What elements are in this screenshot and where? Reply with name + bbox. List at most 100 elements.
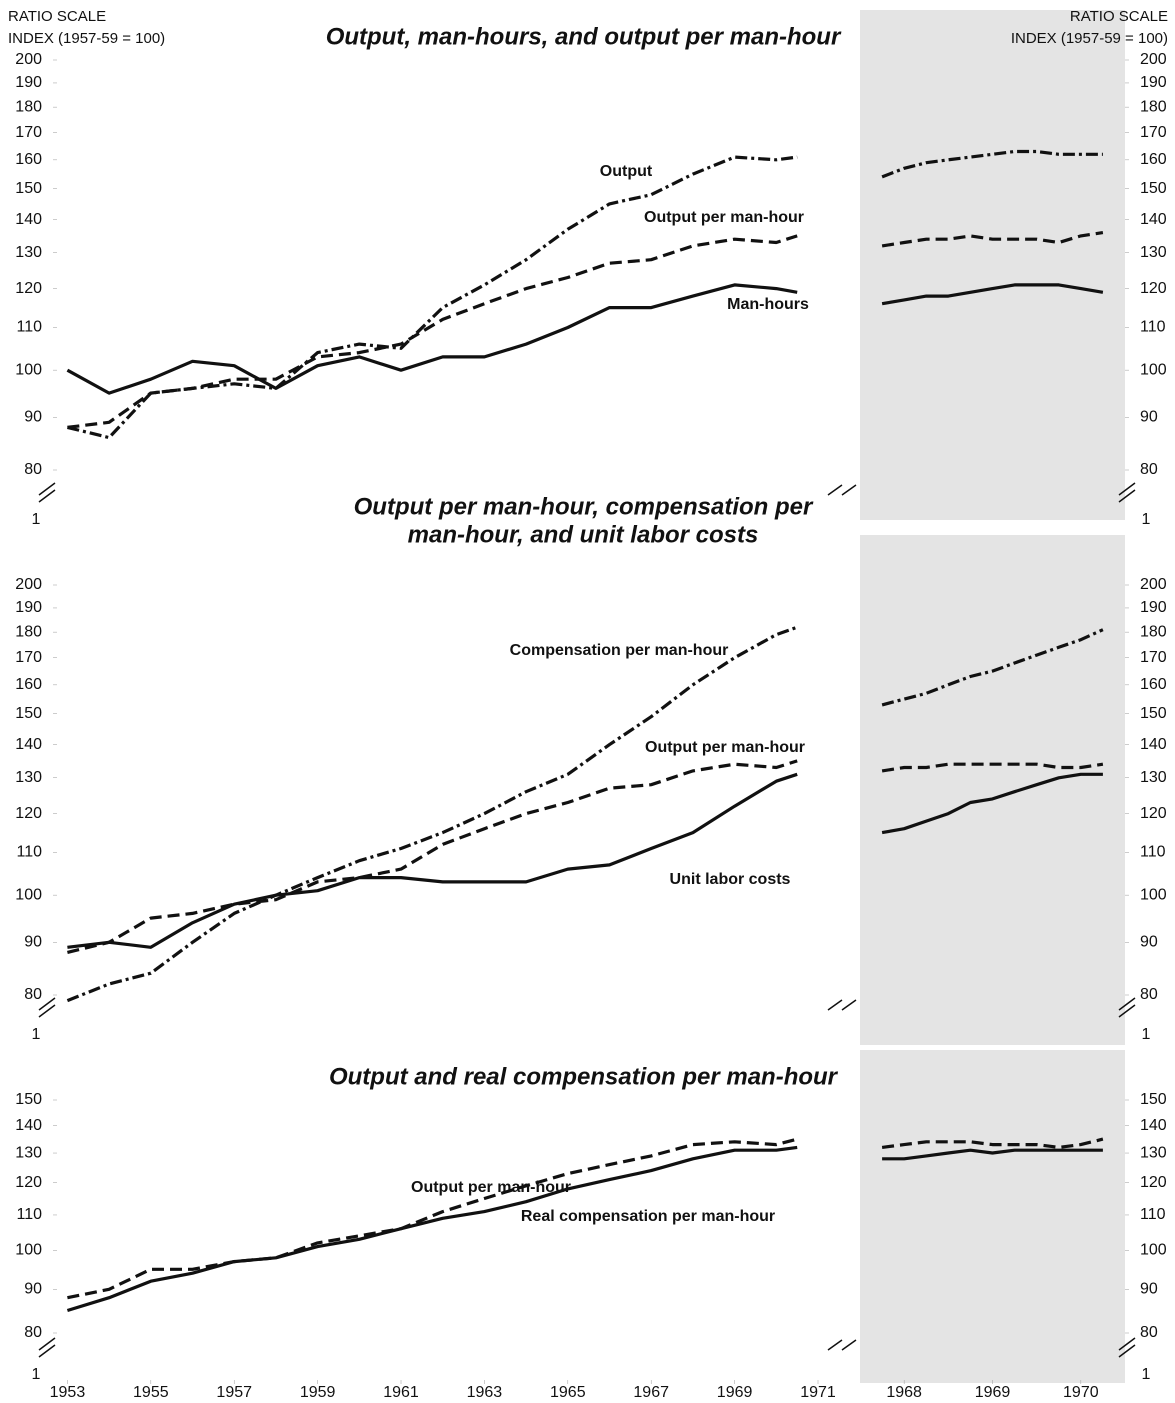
y-tick-label: 140 bbox=[15, 736, 42, 753]
series-label: Compensation per man-hour bbox=[510, 642, 729, 659]
y-tick-label: 120 bbox=[1140, 1174, 1167, 1191]
x-tick-label: 1965 bbox=[550, 1384, 586, 1401]
series-label: Output per man-hour bbox=[645, 739, 805, 756]
y-break-label: 1 bbox=[32, 511, 41, 528]
y-tick-label: 90 bbox=[1140, 409, 1158, 426]
y-tick-label: 150 bbox=[1140, 705, 1167, 722]
axis-break bbox=[38, 482, 56, 503]
y-tick-label: 200 bbox=[1140, 51, 1167, 68]
y-tick-label: 120 bbox=[15, 805, 42, 822]
y-tick-label: 80 bbox=[24, 986, 42, 1003]
y-axis-label: INDEX (1957-59 = 100) bbox=[8, 30, 165, 47]
x-tick-label: 1969 bbox=[975, 1384, 1011, 1401]
y-tick-label: 110 bbox=[1140, 1206, 1166, 1223]
y-tick-label: 200 bbox=[1140, 576, 1167, 593]
series-line bbox=[66, 625, 798, 1003]
series-line bbox=[881, 772, 1103, 835]
y-tick-label: 100 bbox=[15, 361, 42, 378]
y-tick-label: 80 bbox=[1140, 461, 1158, 478]
y-break-label: 1 bbox=[1142, 511, 1151, 528]
y-tick-label: 200 bbox=[15, 576, 42, 593]
y-tick-label: 180 bbox=[15, 98, 42, 115]
chart-title: Output, man-hours, and output per man-ho… bbox=[326, 23, 842, 50]
series-label: Man-hours bbox=[727, 296, 809, 313]
series-label: Output bbox=[600, 163, 653, 180]
x-tick-label: 1961 bbox=[383, 1384, 419, 1401]
series-line bbox=[67, 234, 798, 429]
y-tick-label: 130 bbox=[15, 1144, 42, 1161]
y-tick-label: 130 bbox=[15, 769, 42, 786]
plot-background bbox=[860, 10, 1125, 520]
y-tick-label: 100 bbox=[15, 1242, 42, 1259]
series-line bbox=[881, 1137, 1104, 1149]
axis-break bbox=[38, 1337, 56, 1358]
x-tick-label: 1967 bbox=[633, 1384, 669, 1401]
y-tick-label: 190 bbox=[1140, 599, 1167, 616]
y-tick-label: 110 bbox=[1140, 844, 1166, 861]
y-tick-label: 80 bbox=[1140, 986, 1158, 1003]
y-tick-label: 140 bbox=[15, 1117, 42, 1134]
chart-title: Output per man-hour, compensation per bbox=[354, 493, 814, 520]
y-break-label: 1 bbox=[32, 1366, 41, 1383]
y-tick-label: 90 bbox=[24, 409, 42, 426]
y-tick-label: 110 bbox=[16, 1206, 42, 1223]
y-tick-label: 150 bbox=[1140, 180, 1167, 197]
x-tick-label: 1953 bbox=[50, 1384, 86, 1401]
y-tick-label: 190 bbox=[15, 74, 42, 91]
y-tick-label: 130 bbox=[1140, 769, 1167, 786]
y-tick-label: 100 bbox=[1140, 886, 1167, 903]
x-tick-label: 1963 bbox=[467, 1384, 503, 1401]
y-tick-label: 130 bbox=[1140, 1144, 1167, 1161]
x-tick-label: 1968 bbox=[886, 1384, 922, 1401]
y-tick-label: 150 bbox=[15, 180, 42, 197]
y-tick-label: 170 bbox=[15, 649, 42, 666]
y-tick-label: 180 bbox=[1140, 98, 1167, 115]
y-axis-label: INDEX (1957-59 = 100) bbox=[1011, 30, 1168, 47]
x-tick-label: 1970 bbox=[1063, 1384, 1099, 1401]
y-tick-label: 80 bbox=[24, 1324, 42, 1341]
series-line bbox=[881, 283, 1104, 306]
y-break-label: 1 bbox=[1142, 1366, 1151, 1383]
y-tick-label: 90 bbox=[1140, 934, 1158, 951]
y-tick-label: 170 bbox=[15, 124, 42, 141]
y-tick-label: 170 bbox=[1140, 124, 1167, 141]
series-line bbox=[67, 772, 798, 949]
x-tick-label: 1955 bbox=[133, 1384, 169, 1401]
y-tick-label: 190 bbox=[15, 599, 42, 616]
x-tick-label: 1959 bbox=[300, 1384, 336, 1401]
series-line bbox=[881, 762, 1104, 773]
series-line bbox=[881, 628, 1104, 707]
y-tick-label: 130 bbox=[1140, 244, 1167, 261]
chart-title: man-hour, and unit labor costs bbox=[408, 521, 759, 548]
y-break-label: 1 bbox=[1142, 1026, 1151, 1043]
x-tick-label: 1969 bbox=[717, 1384, 753, 1401]
y-tick-label: 130 bbox=[15, 244, 42, 261]
series-line bbox=[67, 759, 798, 954]
y-tick-label: 110 bbox=[16, 319, 42, 336]
y-tick-label: 140 bbox=[1140, 1117, 1167, 1134]
series-line bbox=[67, 1137, 798, 1300]
y-tick-label: 190 bbox=[1140, 74, 1167, 91]
y-tick-label: 90 bbox=[24, 934, 42, 951]
plot-background bbox=[860, 1050, 1125, 1383]
x-tick-label: 1957 bbox=[216, 1384, 252, 1401]
series-line bbox=[881, 231, 1104, 248]
series-line bbox=[881, 149, 1103, 179]
y-tick-label: 120 bbox=[15, 1174, 42, 1191]
y-tick-label: 140 bbox=[15, 211, 42, 228]
y-tick-label: 170 bbox=[1140, 649, 1167, 666]
y-tick-label: 120 bbox=[1140, 805, 1167, 822]
y-tick-label: 110 bbox=[16, 844, 42, 861]
y-tick-label: 100 bbox=[15, 886, 42, 903]
y-tick-label: 90 bbox=[24, 1281, 42, 1298]
y-tick-label: 180 bbox=[1140, 623, 1167, 640]
axis-break bbox=[1118, 997, 1136, 1018]
y-tick-label: 180 bbox=[15, 623, 42, 640]
y-tick-label: 120 bbox=[15, 280, 42, 297]
series-line bbox=[66, 283, 798, 395]
series-label: Real compensation per man-hour bbox=[521, 1208, 775, 1225]
chart-title: Output and real compensation per man-hou… bbox=[329, 1063, 839, 1090]
plot-background bbox=[860, 535, 1125, 1045]
axis-break bbox=[1118, 1337, 1136, 1358]
